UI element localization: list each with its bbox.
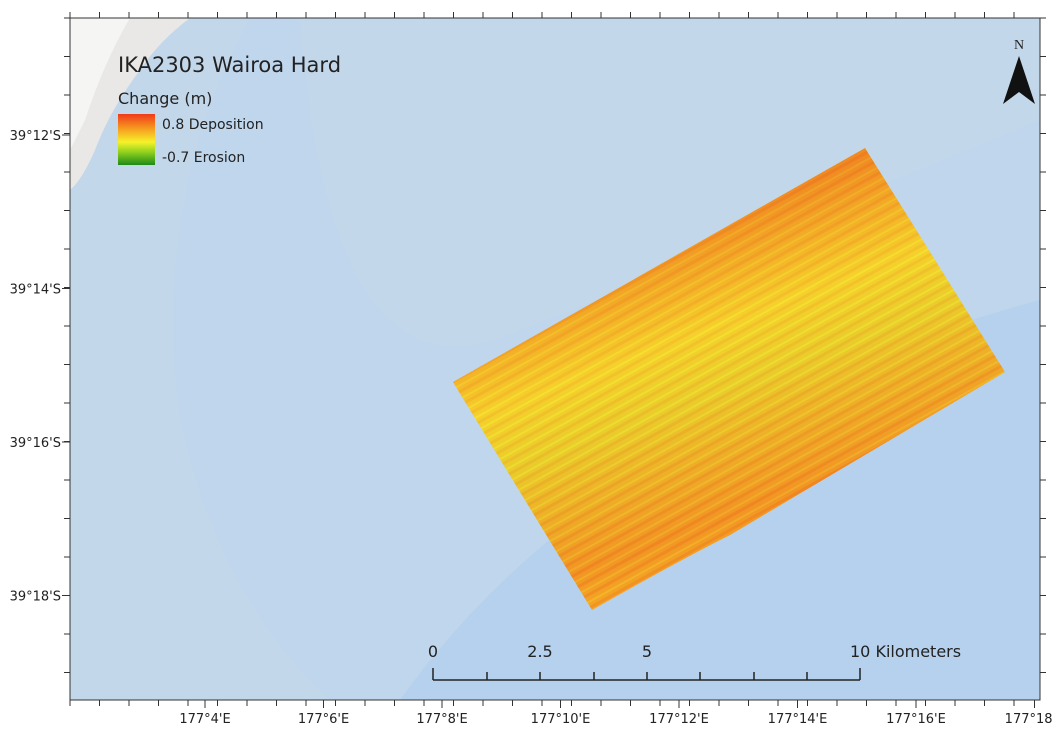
lon-label: 177°6'E — [298, 712, 349, 727]
lon-label: 177°10'E — [531, 712, 591, 727]
scale-label: 5 — [642, 642, 652, 661]
lat-label: 39°16'S — [10, 436, 61, 451]
scale-label: 2.5 — [527, 642, 552, 661]
map: IKA2303 Wairoa Hard Change (m) 0.8 Depos… — [0, 0, 1052, 729]
legend-ramp — [118, 114, 155, 165]
lon-label: 177°18'E — [1005, 712, 1052, 727]
lon-label: 177°4'E — [179, 712, 230, 727]
lat-label: 39°12'S — [10, 129, 61, 144]
lon-label: 177°16'E — [886, 712, 946, 727]
legend-title: Change (m) — [118, 89, 212, 108]
legend-low: -0.7 Erosion — [162, 150, 245, 166]
scale-label: 10 Kilometers — [850, 642, 961, 661]
lon-label: 177°14'E — [768, 712, 828, 727]
lon-label: 177°12'E — [649, 712, 709, 727]
page: {"map": { "title": "IKA2303 Wairoa Hard"… — [0, 0, 1052, 729]
north-label: N — [1014, 38, 1024, 53]
map-title: IKA2303 Wairoa Hard — [118, 53, 341, 77]
lon-label: 177°8'E — [416, 712, 467, 727]
legend-high: 0.8 Deposition — [162, 117, 264, 133]
scale-label: 0 — [428, 642, 438, 661]
lat-label: 39°14'S — [10, 283, 61, 298]
lat-label: 39°18'S — [10, 590, 61, 605]
